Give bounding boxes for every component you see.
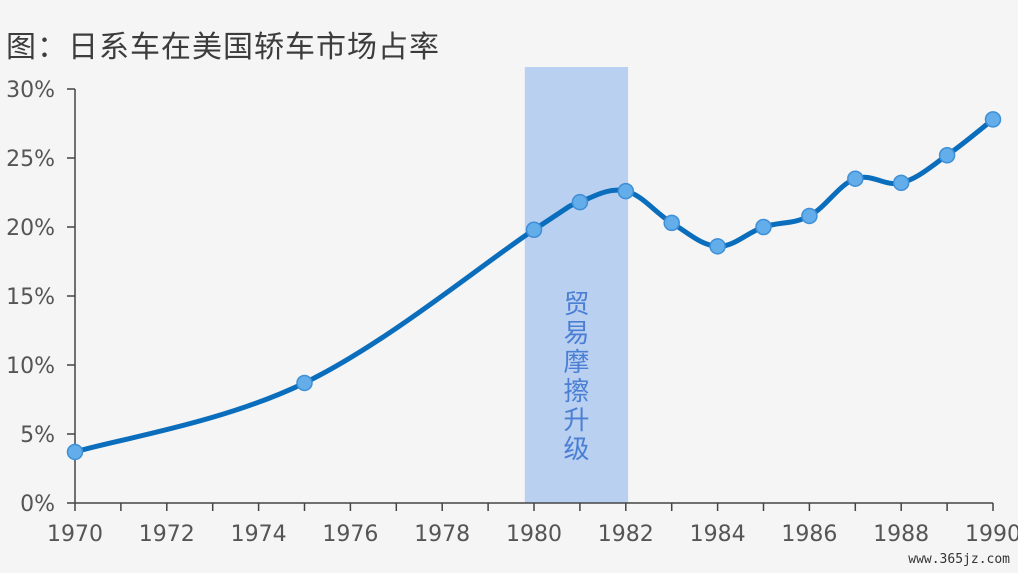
axis-layer: 0% 5% 10% 15% 20% 25% 30% 1970 1972 1974 1976 1978 1… [6,78,1018,547]
y-tick-label: 25% [6,147,55,172]
data-point [709,238,726,255]
x-tick-label: 1970 [47,522,103,547]
x-tick-label: 1972 [139,522,195,547]
data-point [525,221,543,239]
y-tick-label: 0% [20,492,55,517]
x-tick-label: 1980 [506,522,562,547]
y-tick-label: 20% [6,216,55,241]
data-point [938,146,956,164]
y-tick-label: 30% [6,78,55,103]
annotation-band [524,67,629,503]
data-point-layer [66,111,1002,461]
x-tick-label: 1990 [965,522,1018,547]
annotation-band-layer: 贸易摩擦升级 [524,67,629,503]
data-point [984,111,1002,128]
data-point [66,443,84,461]
chart-title: 图：日系车在美国轿车市场占率 [6,30,440,65]
data-point [755,218,772,236]
y-tick-label: 15% [6,285,55,310]
data-point [663,214,680,232]
x-tick-label: 1974 [231,522,287,547]
data-point [892,174,910,192]
x-tick-label: 1978 [414,522,470,547]
x-tick-label: 1986 [781,522,837,547]
data-point [571,193,589,211]
x-tick-label: 1988 [873,522,929,547]
x-tick-label: 1982 [598,522,654,547]
y-tick-label: 5% [20,423,55,448]
watermark: www.365jz.com [908,552,1010,567]
annotation-band-label: 贸易摩擦升级 [563,290,589,465]
data-point [296,374,313,392]
x-tick-label: 1976 [322,522,378,547]
data-point [801,207,818,225]
data-point [847,170,864,187]
x-tick-label: 1984 [690,522,746,547]
data-point [617,182,635,200]
y-tick-label: 10% [6,354,55,379]
